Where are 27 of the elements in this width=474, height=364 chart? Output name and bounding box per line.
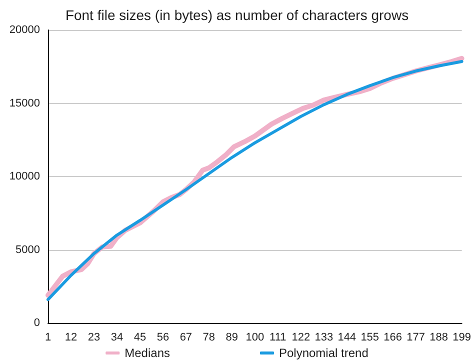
y-tick-label: 15000 — [9, 97, 40, 110]
chart-title: Font file sizes (in bytes) as number of characters grows — [65, 7, 409, 23]
x-tick-label: 166 — [384, 332, 402, 344]
y-tick-label: 5000 — [16, 244, 40, 256]
x-tick-label: 12 — [64, 332, 78, 344]
x-tick-label: 1 — [44, 332, 52, 344]
x-tick-label: 177 — [406, 332, 426, 344]
y-tick-label: 10000 — [9, 170, 40, 182]
x-tick-label: 155 — [360, 332, 380, 344]
x-tick-label: 133 — [314, 332, 334, 344]
y-tick-label: 0 — [34, 317, 40, 329]
x-tick-label: 45 — [134, 332, 146, 344]
x-tick-label: 188 — [430, 332, 448, 344]
x-tick-label: 144 — [338, 332, 356, 344]
legend-label: Medians — [124, 346, 170, 360]
legend-label: Polynomial trend — [278, 346, 368, 360]
x-tick-label: 111 — [270, 332, 286, 344]
x-tick-label: 56 — [156, 332, 170, 344]
y-tick-label: 20000 — [9, 24, 40, 36]
x-tick-label: 34 — [110, 332, 124, 344]
x-tick-label: 67 — [180, 332, 192, 344]
x-tick-label: 23 — [88, 332, 100, 344]
x-tick-label: 89 — [226, 332, 238, 344]
x-tick-label: 78 — [202, 332, 216, 344]
x-tick-label: 199 — [452, 332, 472, 344]
x-tick-label: 100 — [246, 332, 264, 344]
x-tick-label: 122 — [292, 332, 310, 344]
